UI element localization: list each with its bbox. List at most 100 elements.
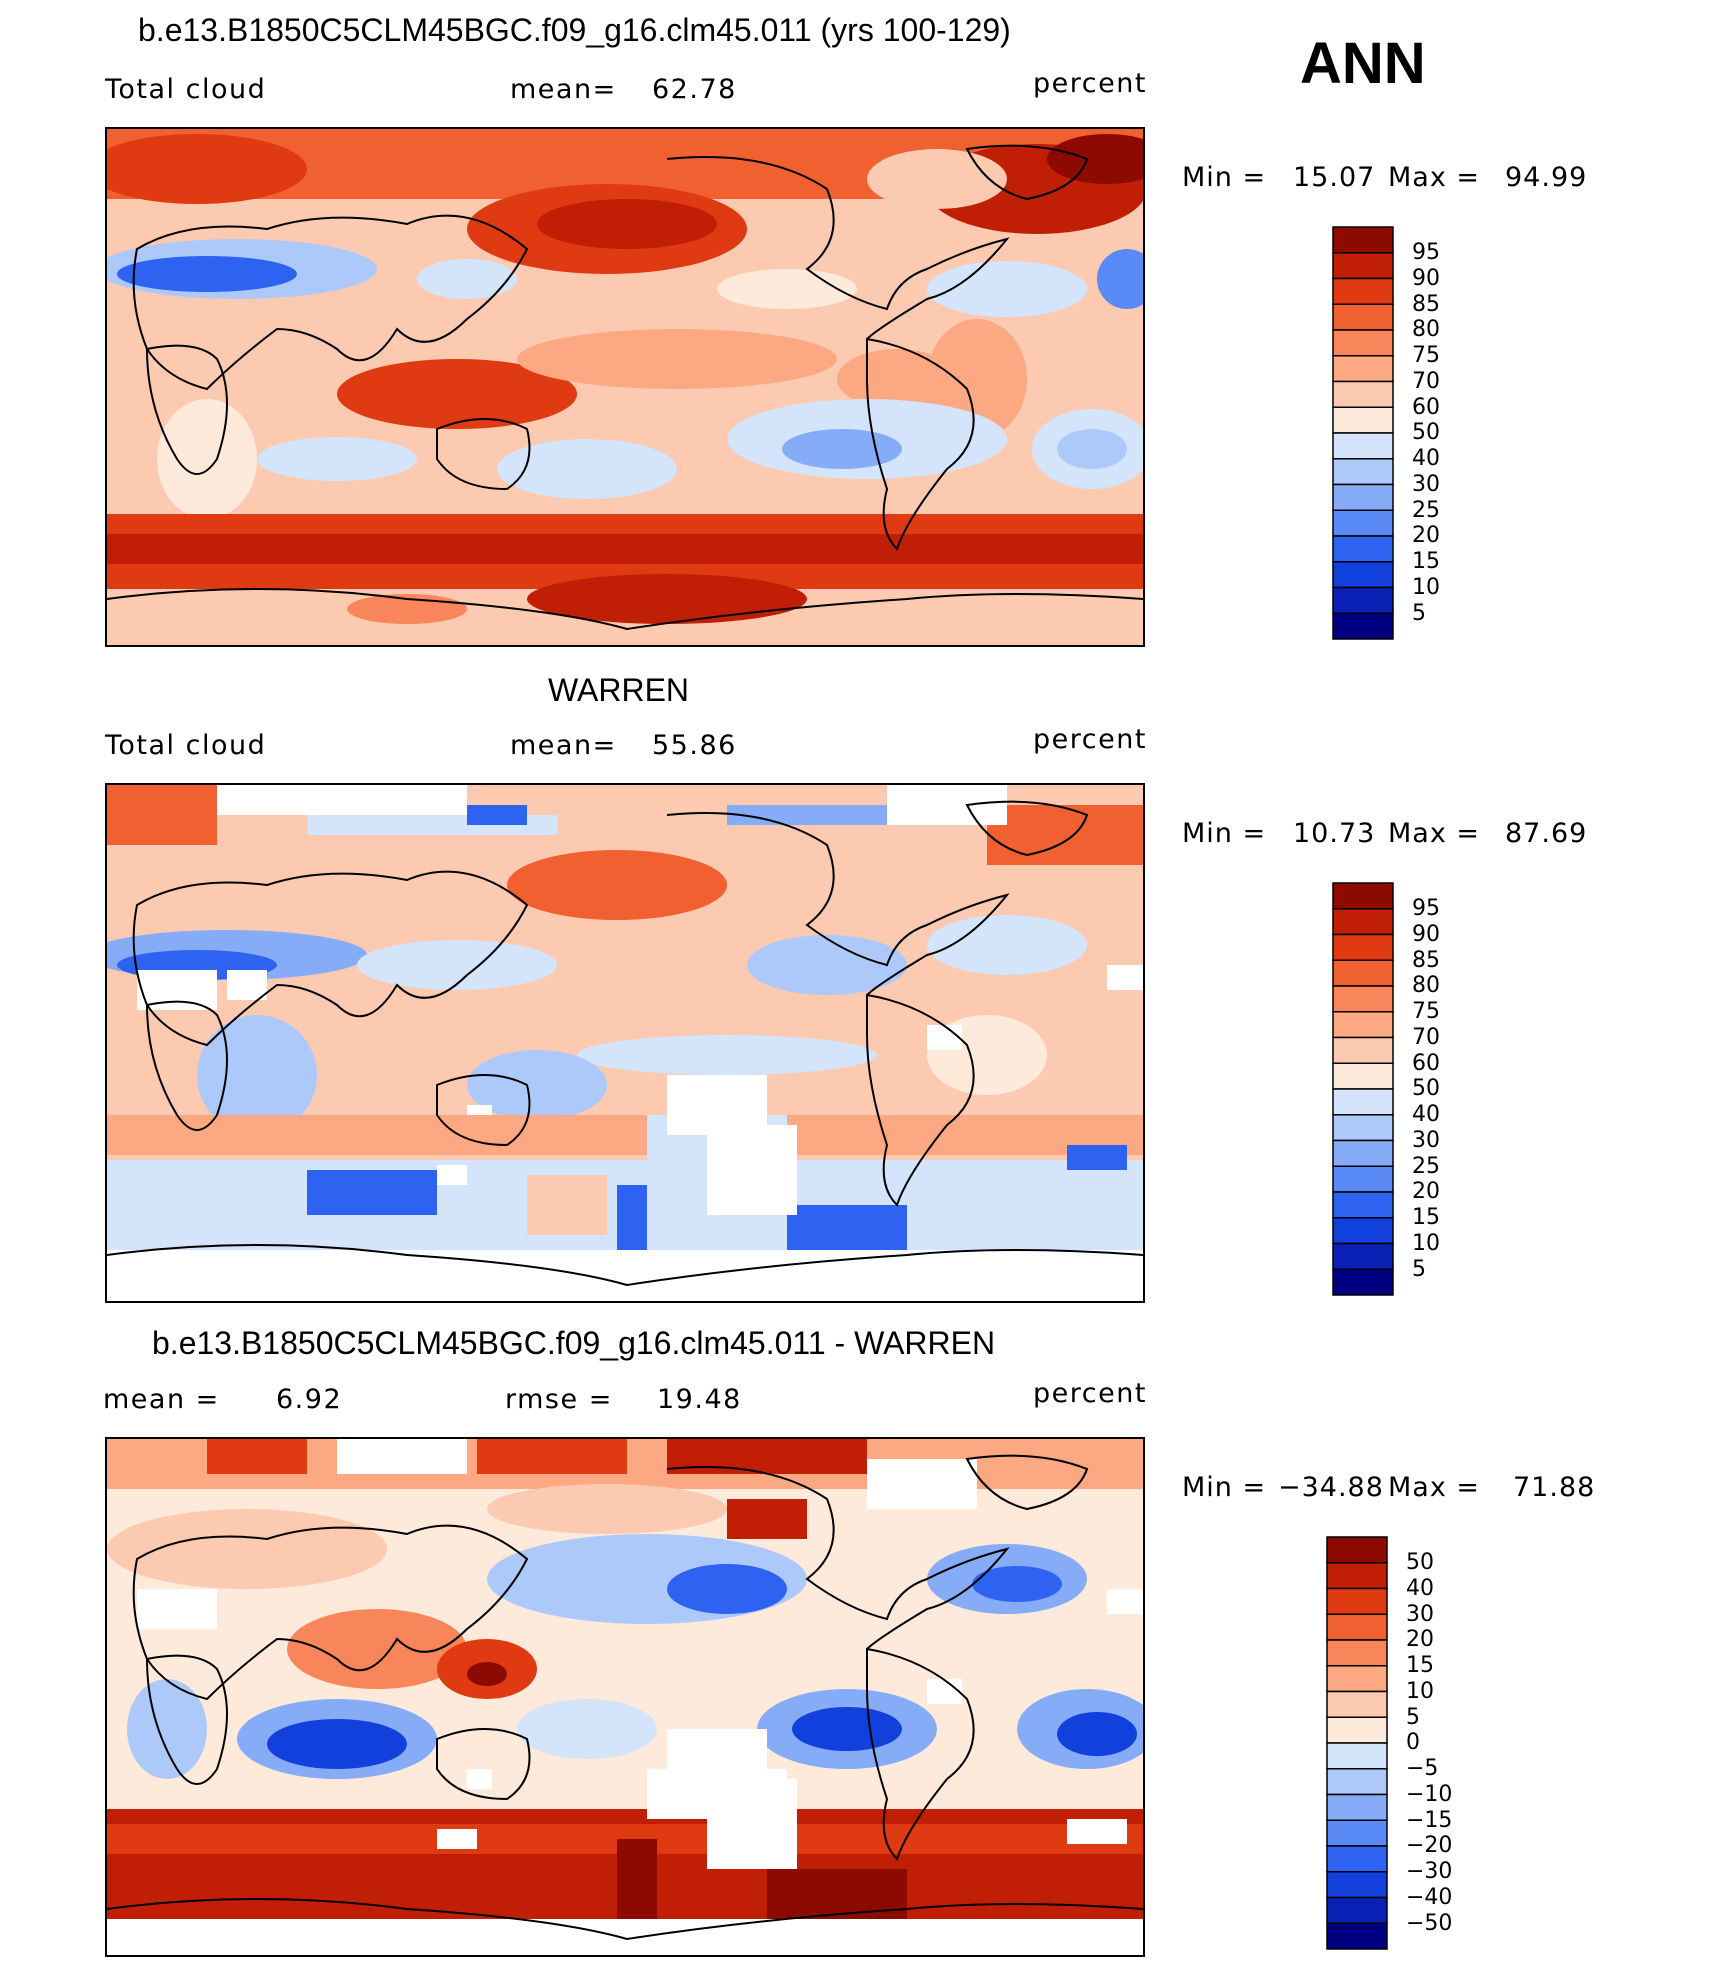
colorbar-tick-label: 40: [1412, 1102, 1440, 1127]
panel2-mean-value: 55.86: [652, 730, 737, 761]
panel3-colorbar-swatches: [1326, 1536, 1388, 1950]
colorbar-swatch: [1332, 985, 1394, 1013]
colorbar-tick-label: −40: [1406, 1884, 1453, 1910]
colorbar-tick-label: −10: [1406, 1781, 1453, 1807]
panel3-rmse-label: rmse =: [505, 1384, 613, 1415]
colorbar-swatch: [1326, 1665, 1388, 1693]
panel3-max-value: 71.88: [1513, 1472, 1596, 1503]
colorbar-swatch: [1332, 303, 1394, 331]
colorbar-swatch: [1332, 483, 1394, 511]
colorbar-tick-label: −30: [1406, 1859, 1453, 1884]
colorbar-tick-label: 40: [1406, 1575, 1434, 1601]
colorbar-swatch: [1326, 1896, 1388, 1924]
panel3-colorbar: [1326, 1536, 1388, 1950]
panel2-contour-field: [107, 785, 1143, 1301]
colorbar-swatch: [1332, 561, 1394, 589]
colorbar-tick-label: 5: [1412, 1256, 1426, 1282]
colorbar-tick-label: 80: [1412, 317, 1440, 343]
panel1-min-label: Min =: [1182, 162, 1267, 193]
colorbar-swatch: [1332, 329, 1394, 357]
panel1-min-value: 15.07: [1293, 162, 1376, 193]
colorbar-tick-label: 50: [1406, 1550, 1434, 1575]
colorbar-tick-label: 40: [1412, 446, 1440, 471]
colorbar-tick-label: −5: [1406, 1756, 1439, 1781]
panel1-max-label: Max =: [1388, 162, 1481, 193]
colorbar-tick-label: 95: [1412, 896, 1440, 921]
panel3-max-label: Max =: [1388, 1472, 1481, 1503]
colorbar-tick-label: 20: [1406, 1627, 1434, 1653]
panel1-map: [105, 127, 1145, 647]
colorbar-swatch: [1332, 226, 1394, 254]
colorbar-swatch: [1332, 882, 1394, 910]
colorbar-tick-label: 70: [1412, 368, 1440, 394]
colorbar-tick-label: 10: [1412, 574, 1440, 600]
colorbar-swatch: [1332, 908, 1394, 936]
panel3-rmse-value: 19.48: [657, 1384, 742, 1415]
colorbar-swatch: [1332, 1165, 1394, 1193]
colorbar-tick-label: 70: [1412, 1024, 1440, 1050]
colorbar-tick-label: 80: [1412, 973, 1440, 999]
colorbar-swatch: [1332, 1036, 1394, 1064]
colorbar-swatch: [1326, 1613, 1388, 1641]
colorbar-swatch: [1332, 586, 1394, 614]
colorbar-swatch: [1326, 1562, 1388, 1590]
colorbar-tick-label: 5: [1412, 600, 1426, 626]
colorbar-tick-label: 75: [1412, 999, 1440, 1024]
colorbar-swatch: [1332, 406, 1394, 434]
colorbar-swatch: [1332, 432, 1394, 460]
colorbar-swatch: [1326, 1819, 1388, 1847]
panel2-min-value: 10.73: [1293, 818, 1376, 849]
colorbar-tick-label: 60: [1412, 1050, 1440, 1076]
colorbar-tick-label: 20: [1412, 523, 1440, 549]
colorbar-tick-label: 95: [1412, 240, 1440, 265]
colorbar-tick-label: 10: [1406, 1678, 1434, 1704]
colorbar-tick-label: 60: [1412, 394, 1440, 420]
panel2-mean-label: mean=: [510, 730, 617, 761]
colorbar-swatch: [1326, 1690, 1388, 1718]
colorbar-swatch: [1332, 1139, 1394, 1167]
panel2-variable-label: Total cloud: [105, 730, 267, 761]
colorbar-swatch: [1332, 1217, 1394, 1245]
colorbar-tick-label: 30: [1406, 1601, 1434, 1627]
colorbar-tick-label: 75: [1412, 343, 1440, 368]
panel1-units: percent: [1033, 68, 1147, 99]
colorbar-swatch: [1326, 1742, 1388, 1770]
colorbar-tick-label: 30: [1412, 471, 1440, 497]
colorbar-tick-label: 90: [1412, 265, 1440, 291]
panel3-contour-field: [107, 1439, 1143, 1955]
panel2-min-label: Min =: [1182, 818, 1267, 849]
colorbar-swatch: [1326, 1587, 1388, 1615]
colorbar-tick-label: −15: [1406, 1807, 1453, 1833]
colorbar-tick-label: 25: [1412, 1153, 1440, 1179]
colorbar-tick-label: 30: [1412, 1127, 1440, 1153]
colorbar-tick-label: 50: [1412, 1076, 1440, 1102]
panel1-contour-field: [107, 129, 1143, 645]
panel3-title: b.e13.B1850C5CLM45BGC.f09_g16.clm45.011 …: [152, 1325, 996, 1361]
panel2-map: [105, 783, 1145, 1303]
colorbar-tick-label: −50: [1406, 1910, 1453, 1936]
colorbar-swatch: [1326, 1871, 1388, 1899]
colorbar-swatch: [1326, 1716, 1388, 1744]
colorbar-swatch: [1332, 509, 1394, 537]
colorbar-tick-label: 15: [1412, 1205, 1440, 1230]
panel2-colorbar-swatches: [1332, 882, 1394, 1296]
colorbar-tick-label: 10: [1412, 1230, 1440, 1256]
panel3-mean-value: 6.92: [276, 1384, 343, 1415]
colorbar-swatch: [1326, 1793, 1388, 1821]
colorbar-swatch: [1332, 355, 1394, 383]
colorbar-swatch: [1332, 458, 1394, 486]
panel2-max-label: Max =: [1388, 818, 1481, 849]
colorbar-swatch: [1332, 933, 1394, 961]
colorbar-swatch: [1332, 1114, 1394, 1142]
colorbar-tick-label: 20: [1412, 1179, 1440, 1205]
panel3-units: percent: [1033, 1378, 1147, 1409]
panel1-colorbar-swatches: [1332, 226, 1394, 640]
panel2-title: WARREN: [548, 672, 690, 708]
colorbar-swatch: [1326, 1922, 1388, 1950]
colorbar-swatch: [1326, 1536, 1388, 1564]
colorbar-tick-label: 25: [1412, 497, 1440, 523]
colorbar-swatch: [1332, 612, 1394, 640]
colorbar-swatch: [1332, 959, 1394, 987]
colorbar-swatch: [1332, 380, 1394, 408]
colorbar-tick-label: 85: [1412, 291, 1440, 317]
